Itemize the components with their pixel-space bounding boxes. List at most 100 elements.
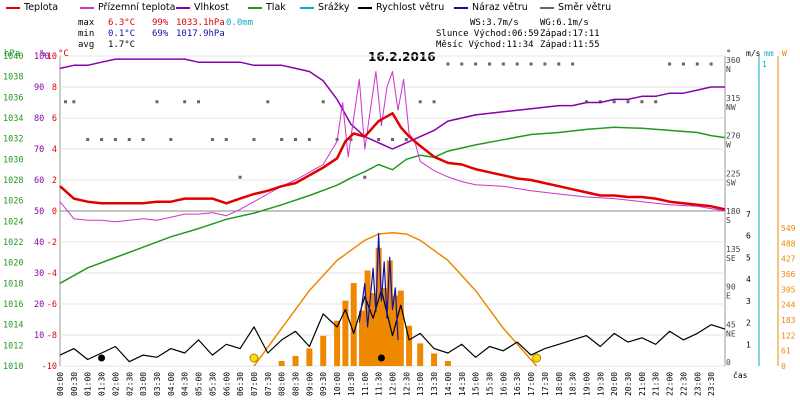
wind-direction-dot [100,138,104,141]
wind-direction-dot [127,138,131,141]
axis-label-deg: ° [726,49,731,59]
wind-direction-dot [404,138,408,141]
stat-max-press: 1033.1hPa [176,18,225,28]
radiation-bar [342,300,349,366]
series-slunce-w- [253,232,538,367]
legend-item-naraz[interactable]: Náraz větru [454,2,528,14]
tick-x: 22:30 [679,372,688,396]
legend-item-smer[interactable]: Směr větru [540,2,611,14]
tick-c: 2 [52,176,57,186]
wind-direction-dot [529,62,533,66]
legend-swatch [540,6,554,9]
legend-item-vlhkost[interactable]: Vlhkost [176,2,229,14]
tick-x: 04:30 [181,372,190,396]
tick-deg: 135 [726,245,741,254]
tick-w: 549 [781,224,796,233]
wind-direction-dot [64,100,68,104]
stat-mesic: Měsíc Východ:11:34 [436,40,534,50]
radiation-bar [292,355,299,366]
tick-pct: 40 [34,238,44,248]
wind-direction-dot [474,62,478,66]
tick-x: 06:30 [236,372,245,396]
legend-swatch [80,6,94,9]
wind-direction-dot [155,100,159,104]
tick-x: 00:00 [56,372,65,396]
legend-item-rychlost[interactable]: Rychlost větru [358,2,444,14]
tick-pct: 80 [34,114,44,124]
tick-x: 02:30 [125,372,134,396]
tick-x: 19:30 [596,372,605,396]
series-teplota [59,112,726,211]
tick-x: 11:30 [375,372,384,396]
radiation-bar [334,320,341,366]
legend-item-teplota[interactable]: Teplota [6,2,58,14]
wind-direction-dot [501,62,505,66]
radiation-bar [392,295,399,366]
tick-deg: 90 [726,283,736,292]
wind-direction-dot [640,100,644,104]
tick-hpa: 1038 [3,73,23,83]
legend-label: Srážky [318,2,350,13]
wind-direction-dot [377,138,381,141]
wind-direction-dot [418,100,422,104]
tick-deg: 180 [726,207,741,216]
marker-sunset [532,353,542,363]
tick-compass: SE [726,254,736,263]
tick-ms: 7 [746,210,751,219]
radiation-bar [350,283,357,366]
legend-swatch [454,6,468,9]
legend-swatch [6,6,20,9]
tick-w: 305 [781,285,796,294]
tick-x: 22:00 [666,372,675,396]
wind-direction-dot [391,138,394,141]
tick-hpa: 1026 [3,197,23,207]
legend-item-prizemni[interactable]: Přízemní teplota [80,2,175,14]
tick-x: 07:00 [250,372,259,396]
legend-label: Teplota [24,2,59,13]
tick-c: 10 [47,52,57,62]
series-tlak [59,126,726,284]
stat-slunce: Slunce Východ:06:59 [436,29,539,39]
stat-avg-temp: 1.7°C [108,40,136,50]
radiation-bar [444,360,451,366]
tick-c: -6 [47,300,57,310]
tick-compass: W [726,141,731,150]
tick-x: 05:00 [195,372,204,396]
legend-item-tlak[interactable]: Tlak [248,2,286,14]
tick-x: 12:00 [389,372,398,396]
radiation-bar [306,348,313,366]
wind-direction-dot [169,138,173,141]
tick-x: 13:00 [416,372,425,396]
tick-compass: N [726,65,731,74]
tick-x: 17:00 [527,372,536,396]
tick-pct: 30 [34,269,44,279]
tick-x: 08:30 [292,372,301,396]
legend-swatch [300,6,314,9]
tick-x: 05:30 [208,372,217,396]
tick-hpa: 1022 [3,238,23,248]
tick-x: 15:00 [472,372,481,396]
legend-item-srazky[interactable]: Srážky [300,2,350,14]
marker-sunrise [249,353,259,363]
tick-c: -2 [47,238,57,248]
axis-label-hpa: hPa [4,49,20,59]
tick-pct: 90 [34,83,44,93]
marker-moon-start [98,354,106,362]
tick-w: 61 [781,347,791,356]
wind-direction-dot [668,62,672,66]
tick-ms: 1 [746,340,751,349]
wind-direction-dot [557,62,561,66]
wind-direction-dot [584,100,588,104]
tick-x: 06:00 [222,372,231,396]
tick-w: 488 [781,239,796,248]
axis-label-mm: mm [764,49,774,58]
tick-w: 427 [781,255,796,264]
tick-hpa: 1040 [3,52,23,62]
radiation-bar [417,343,424,366]
wind-direction-dot [571,62,575,66]
tick-hpa: 1028 [3,176,23,186]
radiation-bar [375,247,382,366]
stat-max-hum: 99% [152,18,169,28]
tick-w: 183 [781,316,796,325]
legend-swatch [358,6,372,9]
